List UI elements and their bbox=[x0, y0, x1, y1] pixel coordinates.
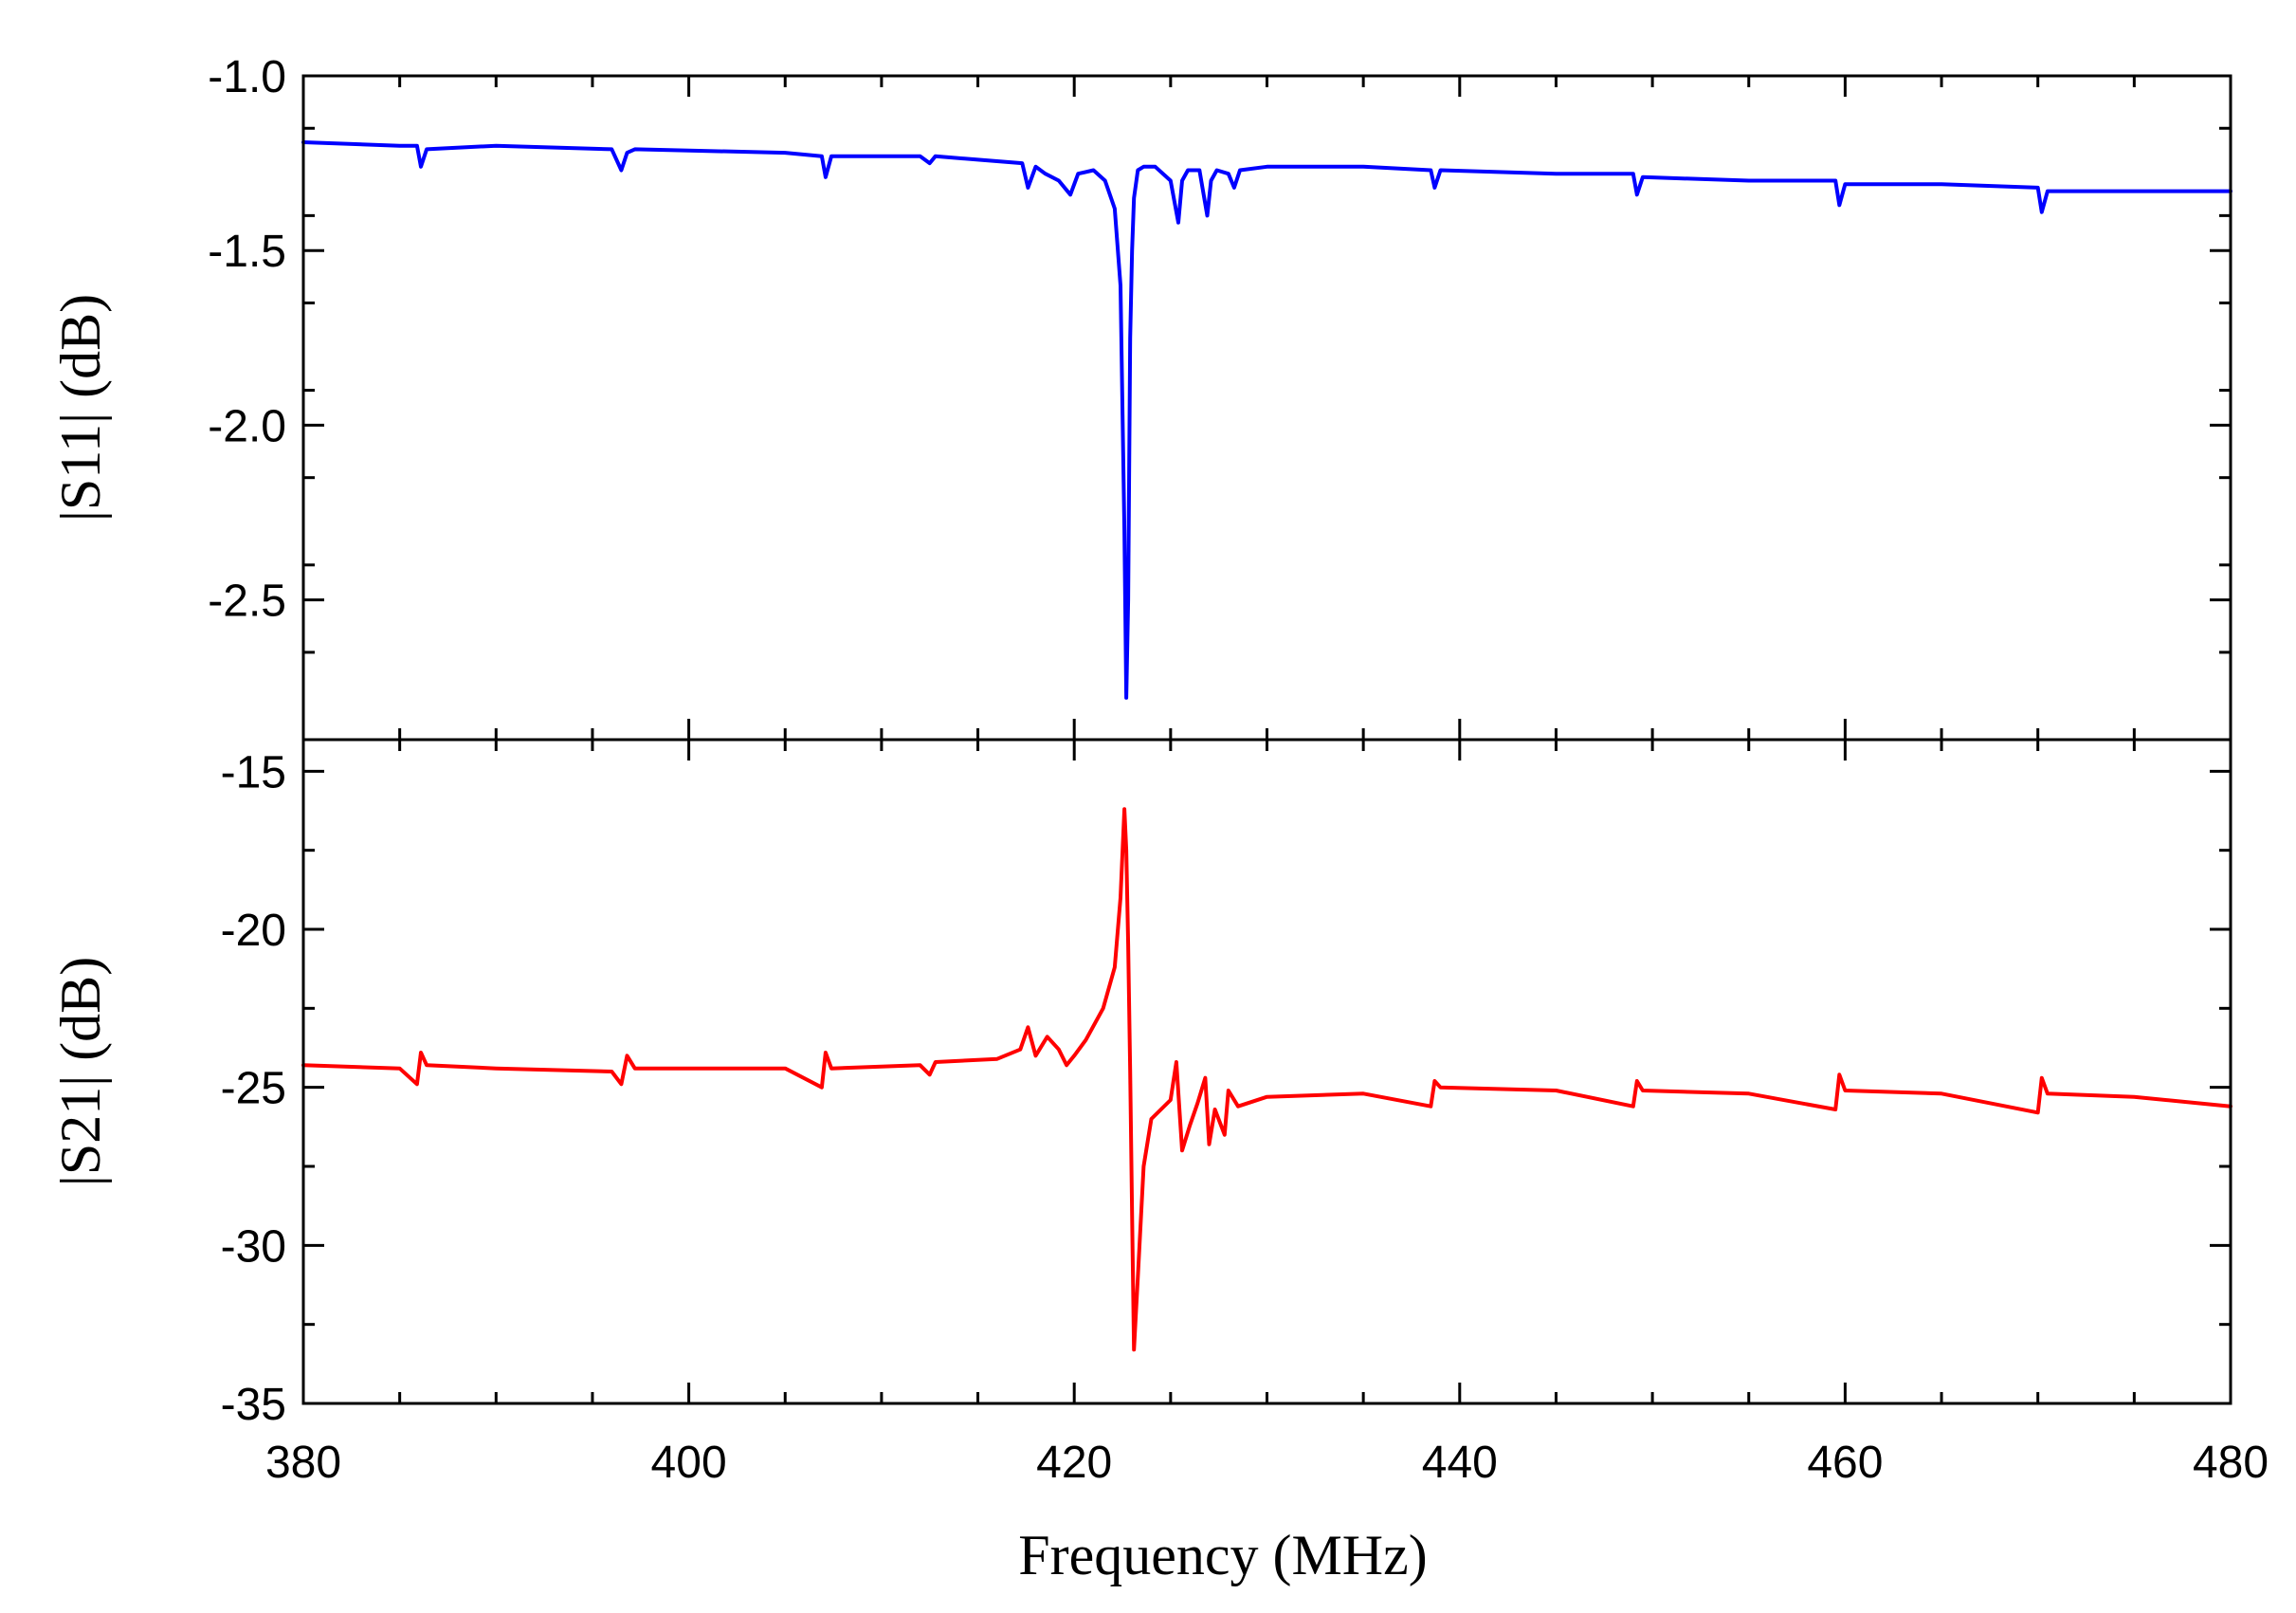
s21-y-axis-label: |S21| (dB) bbox=[49, 957, 112, 1186]
s21-ytick-label: -25 bbox=[221, 1064, 286, 1114]
s21-panel: -15 -20 -25 -30 -35 380 400 420 440 460 480 |S21|… bbox=[49, 738, 2269, 1586]
x-tick-label: 480 bbox=[2193, 1438, 2269, 1488]
x-axis-label: Frequency (MHz) bbox=[1018, 1524, 1428, 1586]
s11-ticks bbox=[301, 74, 2232, 742]
s11-ytick-labels: -1.0 -1.5 -2.0 -2.5 bbox=[208, 52, 286, 627]
s21-ytick-labels: -15 -20 -25 -30 -35 bbox=[221, 747, 286, 1430]
s11-ytick-label: -1.0 bbox=[208, 52, 286, 102]
x-tick-labels: 380 400 420 440 460 480 bbox=[265, 1438, 2269, 1488]
s11-plot-frame bbox=[301, 74, 2232, 742]
s11-ytick-label: -1.5 bbox=[208, 227, 286, 277]
s21-series-line bbox=[301, 807, 2232, 1352]
x-tick-label: 380 bbox=[265, 1438, 341, 1488]
s11-y-axis-label: |S11| (dB) bbox=[49, 294, 112, 522]
x-tick-label: 420 bbox=[1036, 1438, 1112, 1488]
s21-ytick-label: -30 bbox=[221, 1221, 286, 1272]
x-tick-label: 400 bbox=[651, 1438, 727, 1488]
x-tick-label: 460 bbox=[1807, 1438, 1883, 1488]
x-tick-label: 440 bbox=[1422, 1438, 1498, 1488]
s11-series-line bbox=[301, 140, 2232, 700]
s11-ytick-label: -2.5 bbox=[208, 577, 286, 627]
s11-panel: -1.0 -1.5 -2.0 -2.5 |S11| (dB) bbox=[49, 52, 2232, 742]
s21-ytick-label: -15 bbox=[221, 747, 286, 797]
s21-ytick-label: -20 bbox=[221, 906, 286, 956]
s21-ytick-label: -35 bbox=[221, 1380, 286, 1430]
s21-plot-frame bbox=[301, 738, 2232, 1405]
s11-ytick-label: -2.0 bbox=[208, 401, 286, 451]
